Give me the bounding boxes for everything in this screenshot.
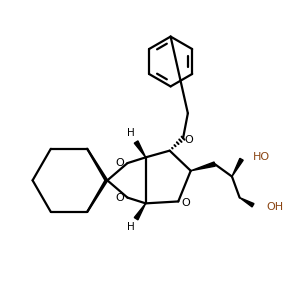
Text: O: O (181, 198, 190, 208)
Text: H: H (128, 129, 135, 139)
Text: OH: OH (266, 202, 284, 212)
Text: HO: HO (253, 152, 270, 162)
Polygon shape (134, 141, 146, 157)
Polygon shape (232, 158, 243, 176)
Polygon shape (134, 203, 146, 220)
Text: O: O (184, 135, 193, 145)
Text: O: O (115, 193, 124, 203)
Polygon shape (240, 198, 254, 207)
Text: O: O (115, 158, 124, 168)
Text: H: H (128, 222, 135, 232)
Polygon shape (191, 162, 215, 171)
